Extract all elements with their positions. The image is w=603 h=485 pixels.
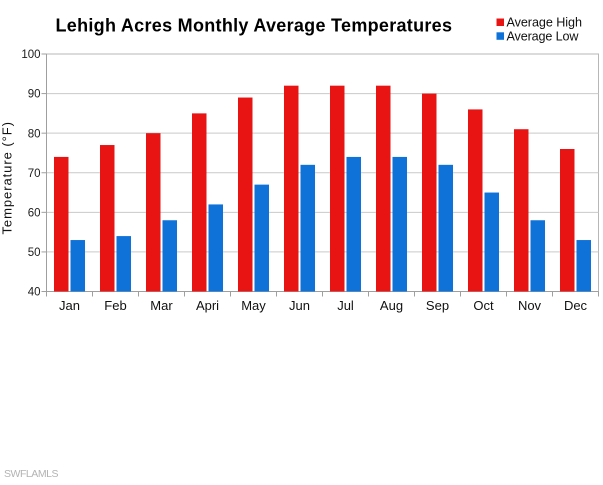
svg-text:Jun: Jun bbox=[289, 298, 310, 313]
svg-text:Nov: Nov bbox=[518, 298, 542, 313]
svg-text:80: 80 bbox=[28, 128, 41, 140]
svg-text:Jul: Jul bbox=[337, 298, 354, 313]
svg-text:90: 90 bbox=[28, 89, 41, 101]
svg-text:Average High: Average High bbox=[507, 16, 583, 30]
svg-text:Dec: Dec bbox=[564, 298, 588, 313]
svg-text:May: May bbox=[241, 298, 266, 313]
svg-text:Oct: Oct bbox=[473, 298, 494, 313]
svg-text:Apri: Apri bbox=[196, 298, 219, 313]
svg-text:50: 50 bbox=[28, 247, 41, 259]
svg-text:Lehigh Acres Monthly Average T: Lehigh Acres Monthly Average Temperature… bbox=[56, 15, 453, 35]
svg-text:40: 40 bbox=[28, 287, 41, 299]
svg-text:Aug: Aug bbox=[380, 298, 403, 313]
svg-text:Temperature (°F): Temperature (°F) bbox=[0, 122, 15, 235]
svg-text:SWFLAMLS: SWFLAMLS bbox=[4, 468, 59, 480]
svg-text:Jan: Jan bbox=[59, 298, 80, 313]
svg-text:Sep: Sep bbox=[426, 298, 449, 313]
svg-text:Average Low: Average Low bbox=[507, 29, 580, 43]
svg-text:Mar: Mar bbox=[150, 298, 173, 313]
svg-text:100: 100 bbox=[21, 49, 40, 61]
svg-text:Feb: Feb bbox=[104, 298, 126, 313]
svg-text:60: 60 bbox=[28, 207, 41, 219]
svg-text:70: 70 bbox=[28, 168, 41, 180]
